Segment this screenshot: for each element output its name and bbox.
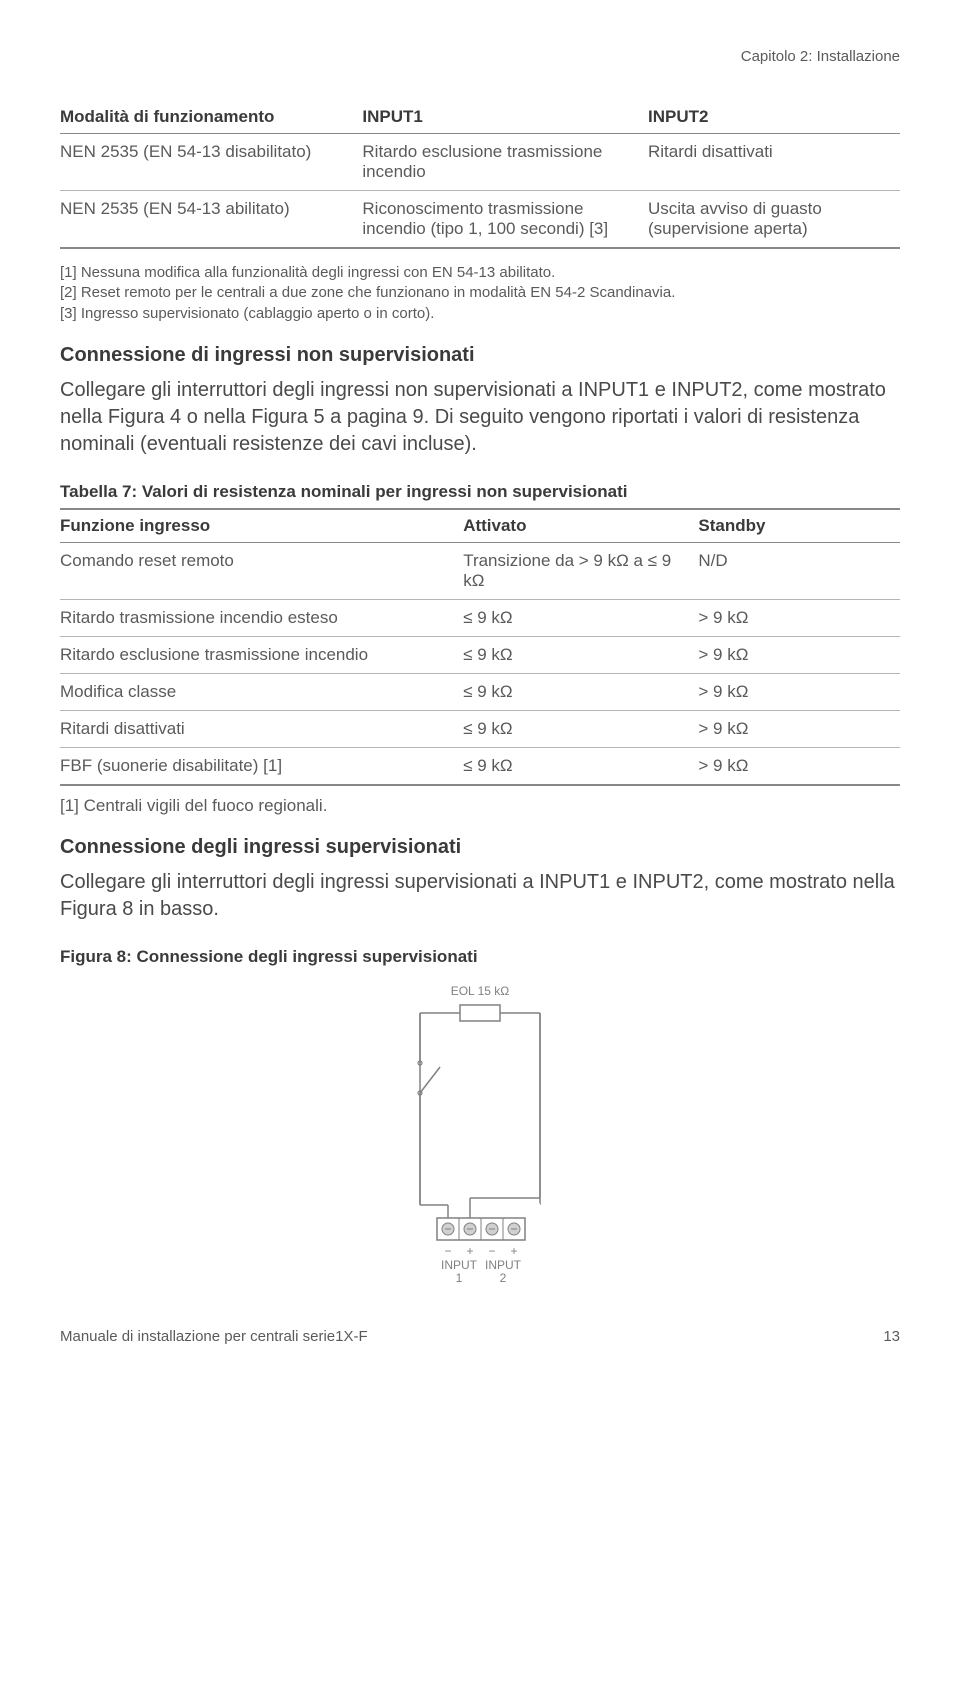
cell: ≤ 9 kΩ <box>463 747 698 785</box>
table-header-row: Modalità di funzionamento INPUT1 INPUT2 <box>60 101 900 134</box>
table-row: FBF (suonerie disabilitate) [1] ≤ 9 kΩ >… <box>60 747 900 785</box>
cell: N/D <box>698 542 900 599</box>
chapter-header: Capitolo 2: Installazione <box>60 48 900 65</box>
note-line: [3] Ingresso supervisionato (cablaggio a… <box>60 304 900 324</box>
cell: Ritardo trasmissione incendio esteso <box>60 599 463 636</box>
res-table-note: [1] Centrali vigili del fuoco regionali. <box>60 796 900 816</box>
col-header: INPUT2 <box>648 101 900 134</box>
mode-table-notes: [1] Nessuna modifica alla funzionalità d… <box>60 263 900 324</box>
cell: > 9 kΩ <box>698 710 900 747</box>
svg-text:1: 1 <box>456 1271 463 1283</box>
wiring-diagram: EOL 15 kΩ−+−+INPUTINPUT12 <box>60 983 900 1288</box>
table-row: Ritardo esclusione trasmissione incendio… <box>60 636 900 673</box>
cell: > 9 kΩ <box>698 599 900 636</box>
cell: ≤ 9 kΩ <box>463 673 698 710</box>
cell: Ritardi disattivati <box>648 134 900 191</box>
cell: > 9 kΩ <box>698 747 900 785</box>
page-footer: Manuale di installazione per centrali se… <box>60 1328 900 1345</box>
col-header: INPUT1 <box>362 101 648 134</box>
note-line: [1] Nessuna modifica alla funzionalità d… <box>60 263 900 283</box>
cell: Uscita avviso di guasto (supervisione ap… <box>648 191 900 249</box>
col-header: Standby <box>698 509 900 543</box>
col-header: Attivato <box>463 509 698 543</box>
figure-caption: Figura 8: Connessione degli ingressi sup… <box>60 947 900 967</box>
note-line: [2] Reset remoto per le centrali a due z… <box>60 283 900 303</box>
res-table: Funzione ingresso Attivato Standby Coman… <box>60 508 900 786</box>
section-body-unsupervised: Collegare gli interruttori degli ingress… <box>60 377 900 458</box>
cell: Ritardo esclusione trasmissione incendio <box>362 134 648 191</box>
cell: NEN 2535 (EN 54-13 abilitato) <box>60 191 362 249</box>
cell: NEN 2535 (EN 54-13 disabilitato) <box>60 134 362 191</box>
cell: FBF (suonerie disabilitate) [1] <box>60 747 463 785</box>
table-row: NEN 2535 (EN 54-13 abilitato) Riconoscim… <box>60 191 900 249</box>
svg-text:INPUT: INPUT <box>441 1258 478 1272</box>
svg-text:−: − <box>488 1244 495 1258</box>
cell: Ritardo esclusione trasmissione incendio <box>60 636 463 673</box>
section-heading-unsupervised: Connessione di ingressi non supervisiona… <box>60 344 900 367</box>
cell: Riconoscimento trasmissione incendio (ti… <box>362 191 648 249</box>
table-row: NEN 2535 (EN 54-13 disabilitato) Ritardo… <box>60 134 900 191</box>
section-body-supervised: Collegare gli interruttori degli ingress… <box>60 869 900 923</box>
res-table-caption: Tabella 7: Valori di resistenza nominali… <box>60 482 900 502</box>
wiring-svg: EOL 15 kΩ−+−+INPUTINPUT12 <box>365 983 595 1283</box>
svg-text:+: + <box>466 1244 473 1258</box>
svg-text:INPUT: INPUT <box>485 1258 522 1272</box>
table-row: Modifica classe ≤ 9 kΩ > 9 kΩ <box>60 673 900 710</box>
table-row: Ritardo trasmissione incendio esteso ≤ 9… <box>60 599 900 636</box>
cell: ≤ 9 kΩ <box>463 599 698 636</box>
footer-left: Manuale di installazione per centrali se… <box>60 1328 368 1345</box>
table-header-row: Funzione ingresso Attivato Standby <box>60 509 900 543</box>
cell: Transizione da > 9 kΩ a ≤ 9 kΩ <box>463 542 698 599</box>
svg-text:2: 2 <box>500 1271 507 1283</box>
cell: Modifica classe <box>60 673 463 710</box>
svg-text:EOL 15 kΩ: EOL 15 kΩ <box>451 984 510 998</box>
svg-text:−: − <box>444 1244 451 1258</box>
cell: > 9 kΩ <box>698 636 900 673</box>
cell: ≤ 9 kΩ <box>463 710 698 747</box>
footer-page-number: 13 <box>883 1328 900 1345</box>
table-row: Ritardi disattivati ≤ 9 kΩ > 9 kΩ <box>60 710 900 747</box>
cell: Ritardi disattivati <box>60 710 463 747</box>
mode-table: Modalità di funzionamento INPUT1 INPUT2 … <box>60 101 900 249</box>
col-header: Modalità di funzionamento <box>60 101 362 134</box>
cell: > 9 kΩ <box>698 673 900 710</box>
col-header: Funzione ingresso <box>60 509 463 543</box>
cell: ≤ 9 kΩ <box>463 636 698 673</box>
cell: Comando reset remoto <box>60 542 463 599</box>
table-row: Comando reset remoto Transizione da > 9 … <box>60 542 900 599</box>
section-heading-supervised: Connessione degli ingressi supervisionat… <box>60 836 900 859</box>
svg-text:+: + <box>510 1244 517 1258</box>
